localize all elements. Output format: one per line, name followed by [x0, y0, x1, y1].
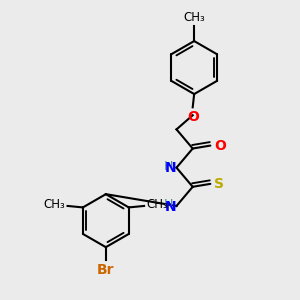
Text: S: S [214, 177, 224, 191]
Text: N: N [165, 200, 176, 214]
Text: CH₃: CH₃ [183, 11, 205, 24]
Text: CH₃: CH₃ [146, 198, 168, 211]
Text: N: N [165, 161, 176, 175]
Text: H: H [164, 198, 173, 211]
Text: H: H [164, 160, 173, 173]
Text: CH₃: CH₃ [44, 198, 65, 211]
Text: Br: Br [97, 263, 115, 278]
Text: O: O [187, 110, 199, 124]
Text: O: O [214, 139, 226, 153]
